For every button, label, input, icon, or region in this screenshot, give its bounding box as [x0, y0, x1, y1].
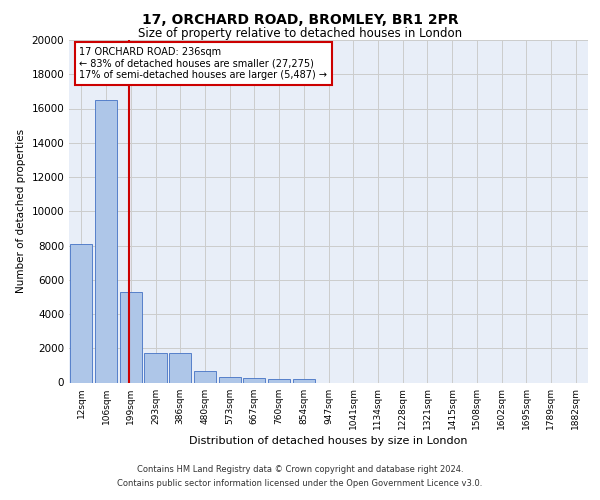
- Bar: [268, 379, 290, 382]
- Bar: [218, 376, 241, 382]
- Bar: [169, 352, 191, 382]
- Text: 17 ORCHARD ROAD: 236sqm
← 83% of detached houses are smaller (27,275)
17% of sem: 17 ORCHARD ROAD: 236sqm ← 83% of detache…: [79, 47, 328, 80]
- Bar: [243, 378, 265, 382]
- Bar: [194, 372, 216, 382]
- Text: Contains HM Land Registry data © Crown copyright and database right 2024.
Contai: Contains HM Land Registry data © Crown c…: [118, 466, 482, 487]
- Bar: [70, 244, 92, 382]
- X-axis label: Distribution of detached houses by size in London: Distribution of detached houses by size …: [189, 436, 468, 446]
- Bar: [95, 100, 117, 382]
- Text: 17, ORCHARD ROAD, BROMLEY, BR1 2PR: 17, ORCHARD ROAD, BROMLEY, BR1 2PR: [142, 12, 458, 26]
- Bar: [145, 352, 167, 382]
- Text: Size of property relative to detached houses in London: Size of property relative to detached ho…: [138, 28, 462, 40]
- Y-axis label: Number of detached properties: Number of detached properties: [16, 129, 26, 294]
- Bar: [119, 292, 142, 382]
- Bar: [293, 380, 315, 382]
